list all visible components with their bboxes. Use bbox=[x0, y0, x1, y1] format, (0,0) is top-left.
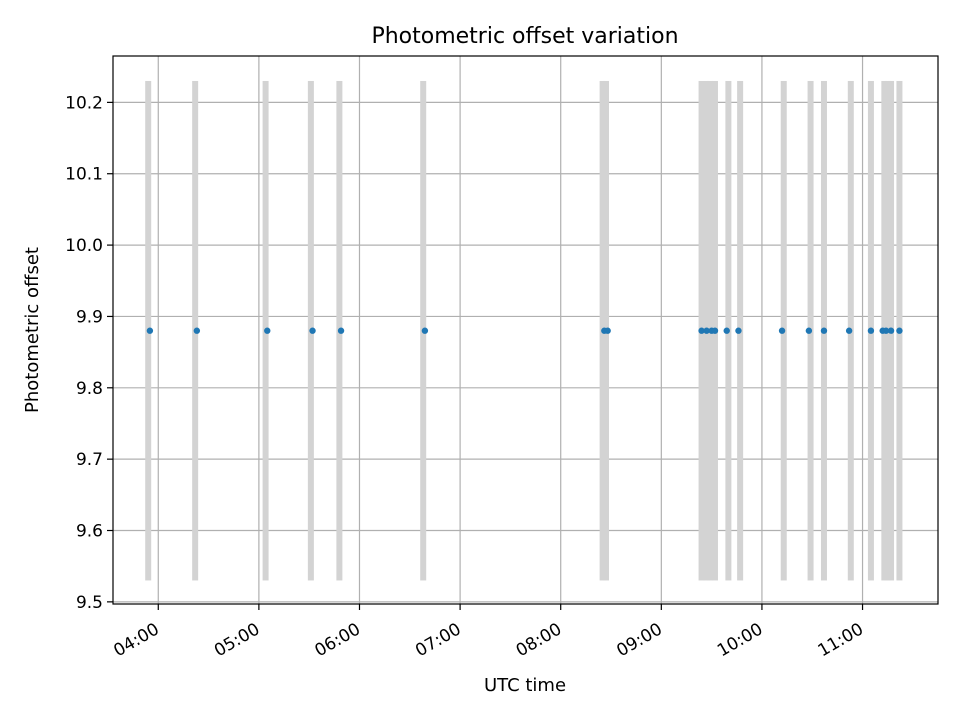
y-tick-label: 9.5 bbox=[76, 593, 103, 613]
data-point bbox=[778, 327, 786, 334]
chart-title: Photometric offset variation bbox=[371, 24, 678, 49]
y-tick-label: 10.1 bbox=[65, 165, 103, 185]
plot-frame bbox=[112, 55, 939, 605]
data-points bbox=[146, 327, 903, 334]
x-axis-label: UTC time bbox=[484, 675, 566, 696]
data-point bbox=[146, 327, 154, 334]
y-tick-label: 9.8 bbox=[76, 379, 103, 399]
data-point bbox=[711, 327, 719, 334]
data-point bbox=[867, 327, 875, 334]
data-point bbox=[421, 327, 429, 334]
data-point bbox=[896, 327, 903, 334]
y-tick-label: 9.7 bbox=[76, 450, 103, 470]
data-point bbox=[735, 327, 742, 334]
y-tick-label: 10.2 bbox=[65, 93, 103, 113]
data-point bbox=[887, 327, 895, 334]
data-point bbox=[698, 327, 705, 334]
data-point bbox=[337, 327, 345, 334]
data-point bbox=[309, 327, 316, 334]
y-tick-label: 10.0 bbox=[65, 236, 103, 256]
y-axis: 9.5 9.6 9.7 9.8 9.9 10.0 10.1 10.2 bbox=[65, 93, 113, 613]
data-point bbox=[604, 327, 611, 334]
data-point bbox=[805, 327, 813, 334]
y-tick-label: 9.6 bbox=[76, 522, 103, 542]
grid bbox=[113, 56, 938, 604]
y-tick-label: 9.9 bbox=[76, 307, 103, 327]
data-point bbox=[820, 327, 828, 334]
y-axis-label: Photometric offset bbox=[22, 247, 43, 413]
data-point bbox=[845, 327, 853, 334]
data-point bbox=[703, 327, 710, 334]
data-point bbox=[882, 327, 890, 334]
data-point bbox=[193, 327, 201, 334]
data-point bbox=[723, 327, 730, 334]
data-point bbox=[264, 327, 271, 334]
